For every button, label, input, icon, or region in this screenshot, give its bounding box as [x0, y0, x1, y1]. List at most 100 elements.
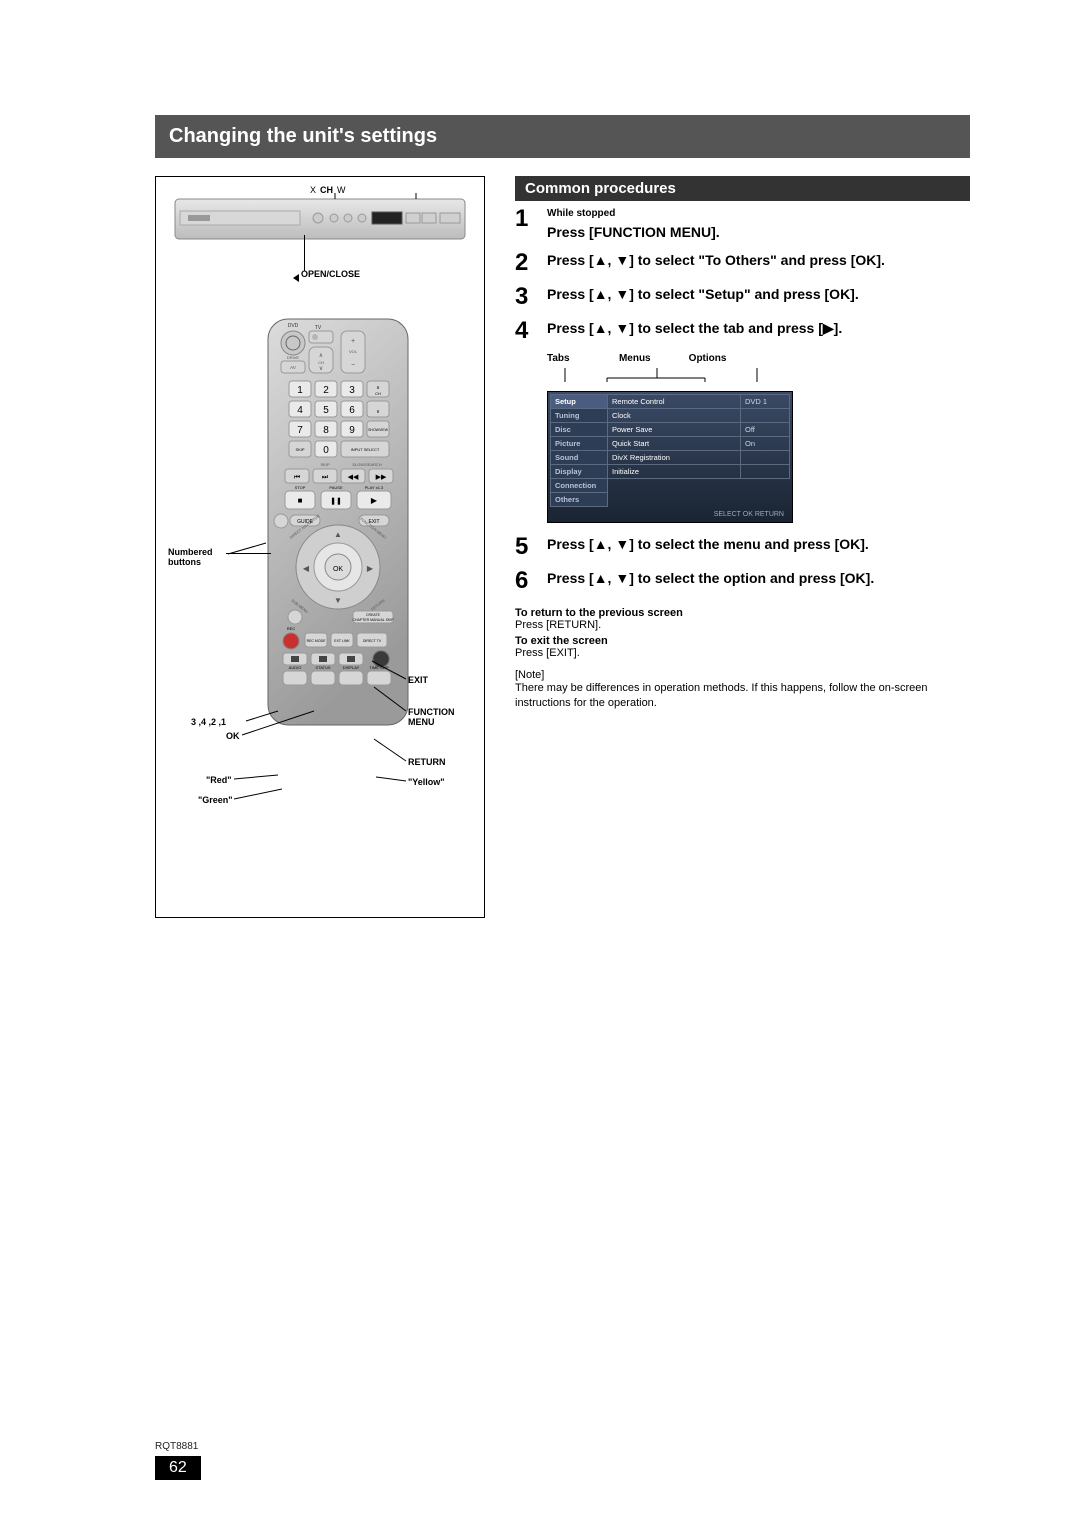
svg-text:CH: CH [375, 391, 381, 396]
svg-text:1: 1 [297, 385, 303, 396]
menu-item: Initialize [608, 465, 741, 479]
menu-value [741, 409, 790, 423]
step-5: 5Press [▲, ▼] to select the menu and pre… [515, 535, 970, 559]
svg-text:6: 6 [349, 405, 355, 416]
svg-text:STATUS: STATUS [315, 665, 331, 670]
svg-text:DRIVE: DRIVE [287, 355, 300, 360]
step-body: Press [▲, ▼] to select "Setup" and press… [547, 285, 970, 309]
svg-text:◀: ◀ [303, 564, 310, 573]
svg-text:REC MODE: REC MODE [307, 639, 327, 643]
callout-return: RETURN [408, 757, 446, 767]
svg-text:⏮: ⏮ [294, 474, 300, 481]
section-header: Common procedures [515, 176, 970, 201]
menu-figure: SetupRemote ControlDVD 1TuningClockDiscP… [547, 391, 793, 523]
remote-wrap: DVD TV ∧ ∨ CH + VOL − DRIVE [263, 317, 413, 727]
menu-footer: SELECT OK RETURN [550, 507, 790, 520]
svg-text:■: ■ [298, 496, 303, 505]
menu-tab: Disc [551, 423, 608, 437]
note-text: There may be differences in operation me… [515, 681, 970, 711]
svg-text:TV: TV [315, 325, 322, 331]
menu-value [741, 465, 790, 479]
callout-numbered: Numbered buttons [168, 547, 238, 567]
svg-text:TIME SLIP: TIME SLIP [369, 665, 389, 670]
tmo-menus: Menus [595, 353, 675, 364]
step-number: 5 [515, 535, 541, 559]
svg-text:CREATE: CREATE [366, 613, 381, 617]
step-body: Press [▲, ▼] to select the tab and press… [547, 319, 970, 343]
figure-box: XCHW [155, 176, 485, 918]
svg-text:∨: ∨ [376, 409, 380, 415]
note-exit-body: Press [EXIT]. [515, 647, 970, 659]
svg-text:AV: AV [290, 365, 296, 370]
page-number: 62 [155, 1456, 201, 1480]
menu-value: Off [741, 423, 790, 437]
step-body: Press [▲, ▼] to select "To Others" and p… [547, 251, 970, 275]
remote-icon: DVD TV ∧ ∨ CH + VOL − DRIVE [263, 317, 413, 727]
step-number: 6 [515, 569, 541, 593]
svg-text:EXT LINK: EXT LINK [334, 639, 350, 643]
callout-exit: EXIT [408, 675, 428, 685]
note-return-head: To return to the previous screen [515, 607, 970, 619]
svg-text:INPUT SELECT: INPUT SELECT [351, 447, 380, 452]
svg-text:0: 0 [323, 445, 329, 456]
step-number: 3 [515, 285, 541, 309]
page-footer: RQT8881 62 [155, 1441, 201, 1480]
menu-item: Clock [608, 409, 741, 423]
openclose-label: OPEN/CLOSE [301, 269, 360, 279]
tmo-options: Options [678, 353, 738, 364]
svg-text:9: 9 [349, 425, 355, 436]
step-3: 3Press [▲, ▼] to select "Setup" and pres… [515, 285, 970, 309]
svg-text:4: 4 [297, 405, 303, 416]
tmo-labels: Tabs Menus Options [547, 353, 970, 364]
ch-x: X [310, 185, 316, 195]
svg-text:▲: ▲ [334, 530, 342, 539]
svg-text:DISPLAY: DISPLAY [343, 665, 360, 670]
step-number: 4 [515, 319, 541, 343]
svg-text:VOL: VOL [349, 349, 358, 354]
menu-item: Quick Start [608, 437, 741, 451]
step-mini: While stopped [547, 207, 970, 221]
svg-text:⏭: ⏭ [322, 474, 329, 481]
svg-text:SHOWVIEW: SHOWVIEW [368, 428, 389, 432]
menu-value [741, 451, 790, 465]
openclose-line [304, 235, 305, 271]
callout-ok: OK [226, 731, 240, 741]
columns: XCHW [155, 176, 970, 918]
menu-tab: Picture [551, 437, 608, 451]
svg-text:REC: REC [287, 626, 296, 631]
svg-text:∧: ∧ [319, 353, 323, 359]
step-body: Press [▲, ▼] to select the option and pr… [547, 569, 970, 593]
svg-text:−: − [351, 362, 355, 369]
svg-text:❚❚: ❚❚ [330, 497, 342, 505]
ch-label: XCHW [310, 185, 346, 195]
menu-value: On [741, 437, 790, 451]
menu-tab: Others [551, 493, 608, 507]
svg-text:▶: ▶ [367, 564, 374, 573]
menu-item: DivX Registration [608, 451, 741, 465]
menu-item: Power Save [608, 423, 741, 437]
page-title: Changing the unit's settings [155, 115, 970, 158]
menu-value: DVD 1 [741, 395, 790, 409]
svg-text:SKIP: SKIP [320, 462, 329, 467]
svg-text:3: 3 [349, 385, 355, 396]
step-number: 2 [515, 251, 541, 275]
callout-green: "Green" [198, 795, 233, 805]
svg-text:DVD: DVD [288, 323, 299, 329]
menu-tab: Display [551, 465, 608, 479]
step-6: 6Press [▲, ▼] to select the option and p… [515, 569, 970, 593]
step-1: 1While stoppedPress [FUNCTION MENU]. [515, 207, 970, 241]
page: Changing the unit's settings XCHW [0, 0, 1080, 958]
svg-text:∨: ∨ [319, 366, 323, 372]
note-label: [Note] [515, 669, 970, 681]
svg-text:7: 7 [297, 425, 303, 436]
svg-text:8: 8 [323, 425, 329, 436]
callout-yellow: "Yellow" [408, 777, 445, 787]
menu-tab: Connection [551, 479, 608, 493]
svg-text:PLAY x1.3: PLAY x1.3 [365, 485, 384, 490]
menu-tab: Tuning [551, 409, 608, 423]
callout-function-menu: FUNCTION MENU [408, 707, 455, 727]
tmo-tabs: Tabs [547, 353, 592, 364]
right-column: Common procedures 1While stoppedPress [F… [515, 176, 970, 918]
svg-text:SLOW/SEARCH: SLOW/SEARCH [352, 462, 382, 467]
openclose-text: OPEN/CLOSE [301, 269, 360, 279]
